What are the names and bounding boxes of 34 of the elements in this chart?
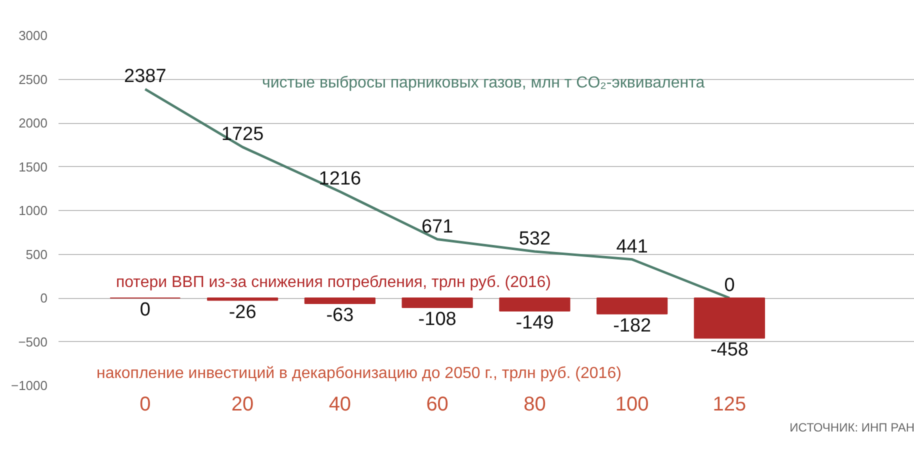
data-label: 0 [140, 300, 150, 320]
y-tick-label: 2000 [18, 116, 48, 130]
y-tick-label: 2500 [18, 72, 48, 87]
data-label: -182 [613, 315, 652, 336]
y-tick-label: 1500 [18, 159, 48, 174]
y-tick-label: 3000 [18, 28, 48, 43]
data-label: 0 [724, 275, 735, 296]
series-label: потери ВВП из-за снижения потребления, трлн руб. (2016) [116, 274, 551, 291]
y-tick-label: −500 [18, 334, 48, 350]
y-tick-label: 500 [26, 246, 48, 262]
data-label: 1216 [318, 168, 362, 190]
data-label: -108 [418, 308, 456, 330]
y-tick-label: 0 [40, 290, 48, 306]
data-label: 2387 [124, 66, 166, 88]
data-label: 441 [616, 236, 648, 258]
data-label: 671 [421, 216, 454, 238]
data-label: 1725 [221, 124, 264, 146]
y-tick-label: −1000 [10, 378, 48, 393]
text: ИСТОЧНИК: ИНП РАН [790, 420, 914, 434]
x-tick-label: 100 [615, 394, 649, 416]
x-tick-label: 20 [231, 394, 254, 416]
y-tick-label: 1000 [18, 203, 48, 218]
data-label: -63 [326, 305, 354, 326]
text: чистые выбросы парниковых газов, млн т CO₂-эквивалента [262, 74, 705, 92]
x-axis-title: накопление инвестиций в декарбонизацию до 2050 г., трлн руб. (2016) [96, 365, 622, 382]
data-label: -149 [516, 312, 554, 334]
x-tick-label: 60 [426, 394, 448, 416]
data-label: -458 [710, 340, 748, 361]
x-tick-label: 40 [328, 394, 352, 416]
x-tick-label: 80 [524, 394, 546, 416]
x-tick-label: 125 [712, 394, 746, 416]
data-label: -26 [228, 302, 256, 323]
x-tick-label: 0 [140, 394, 151, 416]
data-label: 532 [518, 228, 551, 250]
